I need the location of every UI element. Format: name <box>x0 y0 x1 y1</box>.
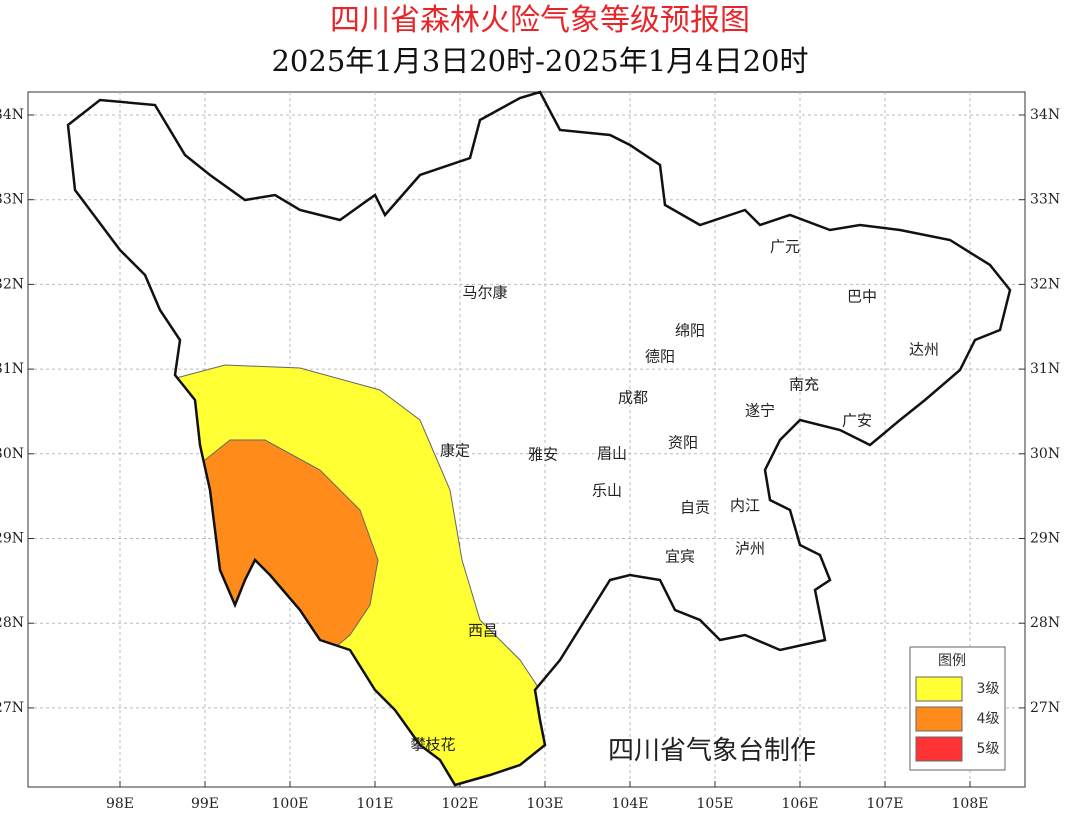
lat-label: 28N <box>1030 615 1060 631</box>
lat-label: 30N <box>1030 446 1060 462</box>
city-label: 绵阳 <box>675 322 705 340</box>
lat-label: 33N <box>1030 192 1060 208</box>
city-label: 乐山 <box>592 482 622 500</box>
legend-swatch <box>915 736 963 762</box>
city-label: 自贡 <box>680 499 710 517</box>
lat-label: 31N <box>0 361 24 377</box>
legend-label: 4级 <box>977 711 1000 727</box>
city-label: 攀枝花 <box>410 736 455 754</box>
city-label: 泸州 <box>735 540 765 558</box>
lon-label: 99E <box>191 796 219 812</box>
city-label: 南充 <box>789 376 819 394</box>
lon-label: 98E <box>106 796 134 812</box>
city-label: 康定 <box>440 442 470 460</box>
legend-title: 图例 <box>938 653 966 669</box>
city-label: 成都 <box>618 389 648 407</box>
lat-label: 32N <box>1030 276 1060 292</box>
map-title: 四川省森林火险气象等级预报图 <box>330 3 750 38</box>
legend-label: 5级 <box>977 741 1000 757</box>
lon-label: 103E <box>527 796 564 812</box>
labels: 34N 34N 33N 33N 32N 32N 31N 31N 30N 30N 29N 29N 28N 2… <box>0 107 1060 812</box>
legend: 3级 4级 5级 <box>915 676 1000 762</box>
city-label: 遂宁 <box>745 402 775 420</box>
lon-label: 100E <box>272 796 309 812</box>
city-label: 马尔康 <box>462 284 507 302</box>
city-label: 西昌 <box>468 622 498 640</box>
lat-label: 29N <box>1030 531 1060 547</box>
credit: 四川省气象台制作 <box>608 736 816 766</box>
lat-label: 28N <box>0 615 24 631</box>
city-label: 广安 <box>842 412 872 430</box>
city-label: 巴中 <box>847 288 877 306</box>
lat-label: 34N <box>0 107 24 123</box>
city-label: 德阳 <box>645 348 675 366</box>
lon-label: 102E <box>442 796 479 812</box>
lon-label: 106E <box>782 796 819 812</box>
lon-label: 104E <box>612 796 649 812</box>
city-label: 雅安 <box>528 446 558 464</box>
city-label: 内江 <box>730 497 760 515</box>
legend-swatch <box>915 706 963 732</box>
city-label: 资阳 <box>668 434 698 452</box>
map-frame <box>27 91 1026 788</box>
lon-label: 101E <box>357 796 394 812</box>
legend-swatch <box>915 676 963 702</box>
legend-label: 3级 <box>977 681 1000 697</box>
lat-label: 33N <box>0 192 24 208</box>
city-label: 达州 <box>909 341 939 359</box>
lon-label: 105E <box>697 796 734 812</box>
risk-areas <box>149 364 561 785</box>
lat-label: 27N <box>0 700 24 716</box>
lon-label: 108E <box>952 796 989 812</box>
map-subtitle: 2025年1月3日20时-2025年1月4日20时 <box>271 44 808 78</box>
lon-label: 107E <box>867 796 904 812</box>
city-label: 广元 <box>770 238 800 256</box>
lat-label: 27N <box>1030 700 1060 716</box>
lat-label: 31N <box>1030 361 1060 377</box>
city-label: 宜宾 <box>665 548 695 566</box>
lat-label: 32N <box>0 276 24 292</box>
lat-label: 30N <box>0 446 24 462</box>
city-label: 眉山 <box>597 445 627 463</box>
lat-label: 29N <box>0 531 24 547</box>
lat-label: 34N <box>1030 107 1060 123</box>
